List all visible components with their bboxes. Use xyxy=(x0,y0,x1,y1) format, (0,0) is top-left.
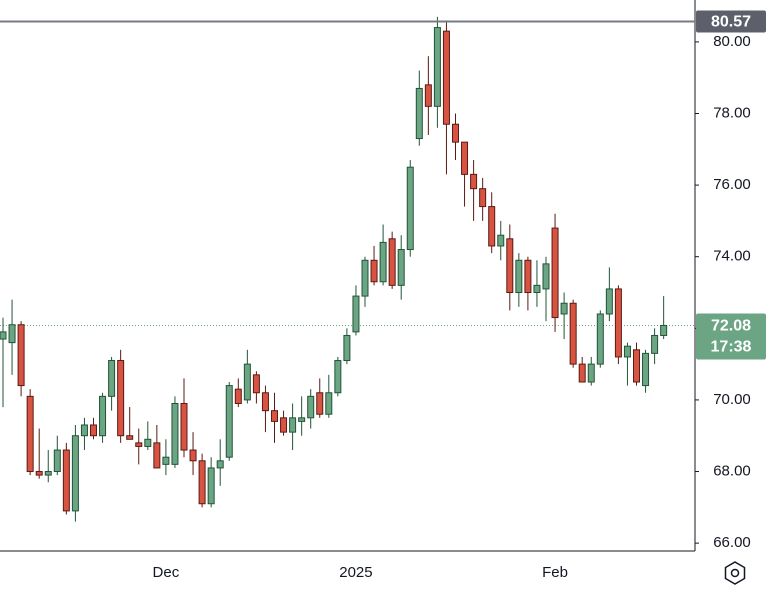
candle-body xyxy=(651,334,659,354)
candle-body xyxy=(334,360,342,394)
candle-body xyxy=(497,234,505,247)
candle-body xyxy=(479,188,487,208)
y-tick-label: 78.00 xyxy=(713,104,751,121)
candle-body xyxy=(171,402,179,465)
x-tick-label: Dec xyxy=(153,564,180,581)
candle-body xyxy=(488,206,496,247)
candle-body xyxy=(44,471,52,476)
candle-body xyxy=(8,324,16,344)
candle-body xyxy=(62,449,70,512)
candle-body xyxy=(433,27,441,107)
high-price-label: 80.57 xyxy=(711,14,751,31)
x-tick-label: 2025 xyxy=(339,564,372,581)
candle-body xyxy=(252,374,260,394)
settings-icon[interactable] xyxy=(724,561,746,585)
candle-body xyxy=(17,324,25,387)
candle-body xyxy=(452,123,459,143)
candle-body xyxy=(596,313,604,365)
candle-body xyxy=(0,331,7,340)
candle-body xyxy=(135,442,143,447)
candle-body xyxy=(99,395,107,437)
candle-body xyxy=(623,345,631,358)
candle-body xyxy=(379,241,387,283)
countdown-label: 17:38 xyxy=(711,339,752,356)
candle-body xyxy=(316,392,324,415)
candle-body xyxy=(117,360,125,437)
candle-body xyxy=(271,410,278,422)
candle-body xyxy=(207,467,215,505)
candle-body xyxy=(189,449,197,462)
candle-body xyxy=(569,302,577,365)
candle-body xyxy=(198,460,206,505)
candle-body xyxy=(280,417,288,433)
candle-body xyxy=(560,302,568,315)
candle-body xyxy=(424,84,432,107)
high-price-badge xyxy=(696,10,766,33)
candle-body xyxy=(633,349,640,383)
x-tick-label: Feb xyxy=(542,564,568,581)
last-price-badge xyxy=(696,313,766,360)
y-tick-label: 70.00 xyxy=(713,391,751,408)
candle-body xyxy=(243,363,251,401)
candle-body xyxy=(144,438,152,447)
candle-body xyxy=(515,259,523,294)
candle-body xyxy=(126,435,134,440)
candle-body xyxy=(307,395,315,419)
candle-body xyxy=(578,363,586,383)
candle-body xyxy=(71,435,79,512)
candle-body xyxy=(352,295,360,333)
y-tick-label: 66.00 xyxy=(713,534,751,551)
candle-body xyxy=(298,417,306,422)
candle-body xyxy=(506,238,514,294)
candle-body xyxy=(642,352,650,387)
candle-body xyxy=(542,263,550,290)
candle-body xyxy=(397,249,405,286)
candle-body xyxy=(53,449,61,473)
candle-body xyxy=(216,460,224,469)
candle-body xyxy=(406,166,414,251)
candle-body xyxy=(533,284,541,294)
candle-body xyxy=(325,392,333,415)
candle-body xyxy=(470,173,478,190)
y-tick-label: 68.00 xyxy=(713,462,751,479)
candle-body xyxy=(343,334,351,362)
candle-body xyxy=(180,402,188,451)
candle-body xyxy=(551,227,559,319)
candle-body xyxy=(90,424,97,437)
settings-dot[interactable] xyxy=(730,568,740,578)
candle-body xyxy=(80,424,88,437)
candle-body xyxy=(162,456,170,465)
candle-body xyxy=(442,30,450,125)
candle-body xyxy=(614,288,622,358)
settings-hex[interactable] xyxy=(724,561,746,585)
y-tick-label: 80.00 xyxy=(713,33,751,50)
candle-body xyxy=(461,141,469,175)
candle-body xyxy=(35,471,43,476)
candle-body xyxy=(370,259,378,283)
y-tick-label: 76.00 xyxy=(713,176,751,193)
candle-body xyxy=(108,360,116,397)
candle-body xyxy=(524,259,532,294)
candle-body xyxy=(605,288,613,315)
candle-body xyxy=(660,324,668,336)
last-price-label: 72.08 xyxy=(711,318,751,335)
candle-body xyxy=(26,395,34,473)
candle-body xyxy=(234,388,242,404)
candle-body xyxy=(587,363,595,383)
candle-body xyxy=(261,392,269,412)
candle-body xyxy=(225,385,233,458)
candle-body xyxy=(289,417,297,433)
candle-body xyxy=(361,259,369,297)
candle-body xyxy=(415,87,423,140)
y-tick-label: 74.00 xyxy=(713,248,751,265)
candle-body xyxy=(153,442,161,469)
candle-body xyxy=(388,238,396,286)
